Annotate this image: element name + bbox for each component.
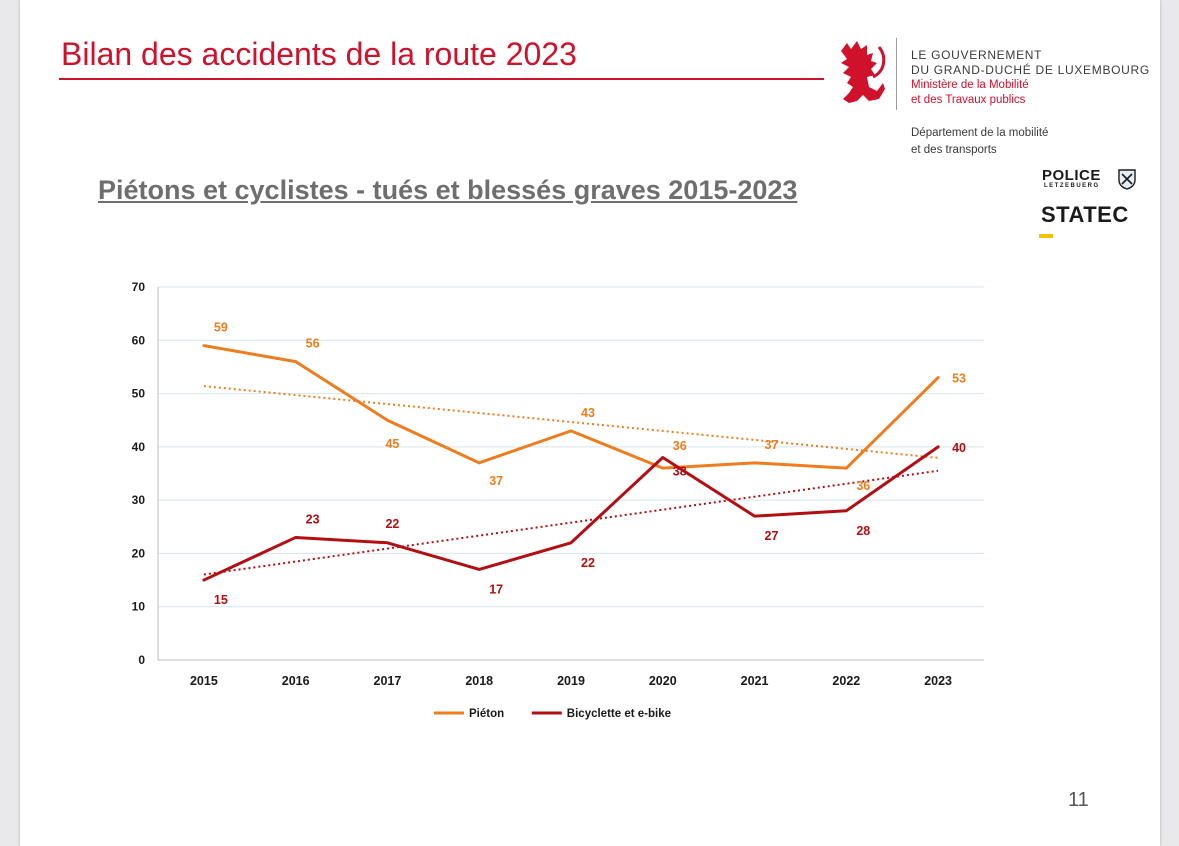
chart-trendlines: [203, 385, 939, 576]
data-label: 15: [214, 593, 228, 607]
police-word: POLICE: [1042, 167, 1101, 184]
page-number: 11: [1068, 789, 1089, 811]
slide-title: Bilan des accidents de la route 2023: [61, 36, 577, 72]
trendline: [203, 469, 939, 576]
data-label: 56: [306, 337, 320, 351]
x-tick-label: 2021: [741, 674, 769, 688]
chart-axes: 0 10 20 30 40 50 60 70 2015 2016 2017 2018 2019 2020 2…: [132, 280, 984, 688]
x-tick-label: 2015: [190, 674, 218, 688]
data-label: 59: [214, 321, 228, 335]
ministry-line-2: et des Travaux publics: [911, 94, 1026, 106]
y-tick-label: 20: [132, 546, 146, 560]
government-block: LE GOUVERNEMENT DU GRAND-DUCHÉ DE LUXEMB…: [911, 48, 1150, 108]
legend-label: Piéton: [469, 708, 504, 720]
x-tick-label: 2018: [465, 674, 493, 688]
department-line-2: et des transports: [911, 144, 997, 156]
y-tick-label: 10: [132, 600, 146, 614]
slide: Bilan des accidents de la route 2023 LE …: [20, 0, 1160, 846]
y-tick-label: 50: [132, 387, 146, 401]
data-label: 36: [673, 439, 687, 453]
x-tick-label: 2019: [557, 674, 585, 688]
government-line-1: LE GOUVERNEMENT: [911, 48, 1043, 62]
data-label: 45: [385, 437, 399, 451]
data-label: 22: [385, 517, 399, 531]
data-label: 27: [765, 529, 779, 543]
series-line: [202, 445, 940, 582]
series-line: [202, 344, 940, 470]
x-tick-label: 2016: [282, 674, 310, 688]
x-tick-label: 2023: [924, 674, 952, 688]
data-label: 28: [856, 524, 870, 538]
data-label: 43: [581, 406, 595, 420]
x-tick-label: 2022: [832, 674, 860, 688]
chart-legend: Piéton Bicyclette et e-bike: [434, 708, 671, 720]
title-underline: [59, 78, 824, 80]
chart-data-labels: 59 56 45 37 43 36 37 36 53 15 23 22 17 22 38 27 28 40: [214, 321, 966, 607]
chart-title: Piétons et cyclistes - tués et blessés g…: [98, 175, 798, 205]
data-label: 40: [952, 441, 966, 455]
police-logo: POLICE LETZEBUERG: [1042, 168, 1138, 192]
y-tick-label: 30: [132, 493, 146, 507]
header-divider: [896, 38, 897, 110]
statec-logo: STATEC: [1041, 202, 1129, 227]
y-tick-label: 40: [132, 440, 146, 454]
government-line-2: DU GRAND-DUCHÉ DE LUXEMBOURG: [911, 63, 1150, 77]
y-tick-label: 70: [132, 280, 146, 294]
x-tick-label: 2020: [649, 674, 677, 688]
line-chart: 0 10 20 30 40 50 60 70 2015 2016 2017 2018 2019 2020 2…: [132, 280, 984, 720]
data-label: 38: [673, 465, 687, 479]
data-label: 22: [581, 556, 595, 570]
data-label: 36: [856, 479, 870, 493]
legend-label: Bicyclette et e-bike: [567, 708, 671, 720]
department-line-1: Département de la mobilité: [911, 127, 1049, 139]
data-label: 53: [952, 372, 966, 386]
data-label: 23: [306, 512, 320, 526]
department-block: Département de la mobilité et des transp…: [911, 125, 1048, 159]
statec-accent-bar: [1039, 234, 1053, 238]
x-tick-label: 2017: [374, 674, 402, 688]
y-tick-label: 0: [138, 653, 145, 667]
police-subtitle: LETZEBUERG: [1044, 183, 1100, 189]
data-label: 17: [489, 582, 503, 596]
data-label: 37: [765, 438, 779, 452]
data-label: 37: [489, 474, 503, 488]
y-tick-label: 60: [132, 333, 146, 347]
chart-gridlines: [158, 286, 984, 608]
red-lion-icon: [841, 41, 886, 103]
chart-series: [202, 344, 940, 582]
ministry-line-1: Ministère de la Mobilité: [911, 79, 1029, 91]
police-crest-icon: [1118, 169, 1136, 190]
